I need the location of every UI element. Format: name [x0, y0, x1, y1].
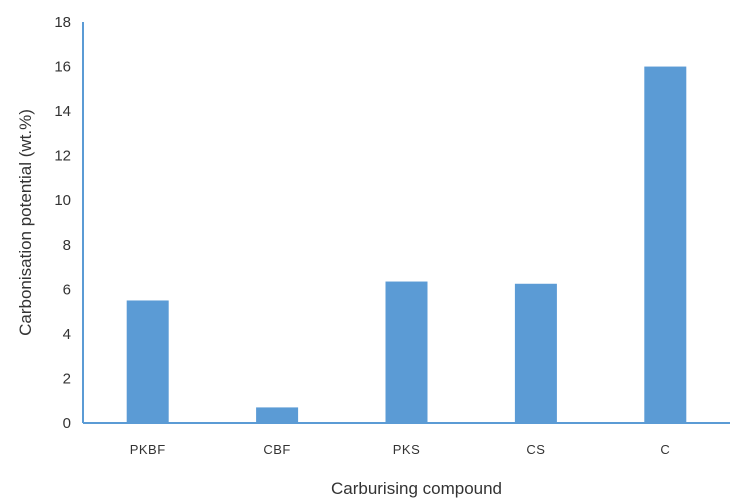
y-tick-label: 8 — [63, 237, 71, 254]
bars-group — [126, 66, 687, 424]
x-tick-label: CS — [526, 442, 545, 457]
y-tick-label: 10 — [54, 192, 71, 209]
y-tick-label: 6 — [63, 281, 71, 298]
x-tick-label: PKBF — [130, 442, 166, 457]
y-tick-label: 14 — [54, 103, 71, 120]
y-tick-label: 12 — [54, 148, 71, 165]
y-axis-title: Carbonisation potential (wt.%) — [16, 109, 35, 336]
y-tick-label: 4 — [63, 326, 71, 343]
x-tick-label: PKS — [393, 442, 421, 457]
bar-c — [644, 66, 687, 424]
x-tick-label: CBF — [263, 442, 291, 457]
bar-pks — [385, 281, 428, 423]
bar-cbf — [256, 407, 299, 423]
x-tick-label: C — [660, 442, 670, 457]
x-axis-title: Carburising compound — [331, 479, 502, 498]
y-tick-label: 16 — [54, 59, 71, 76]
y-tick-labels: 0 2 4 6 8 10 12 14 16 18 — [54, 14, 71, 432]
x-tick-labels: PKBF CBF PKS CS C — [130, 442, 670, 457]
axes-group — [82, 22, 730, 424]
y-tick-label: 2 — [63, 370, 71, 387]
bar-cs — [514, 283, 557, 423]
bar-pkbf — [126, 300, 169, 423]
y-tick-label: 0 — [63, 415, 71, 432]
y-tick-label: 18 — [54, 14, 71, 31]
